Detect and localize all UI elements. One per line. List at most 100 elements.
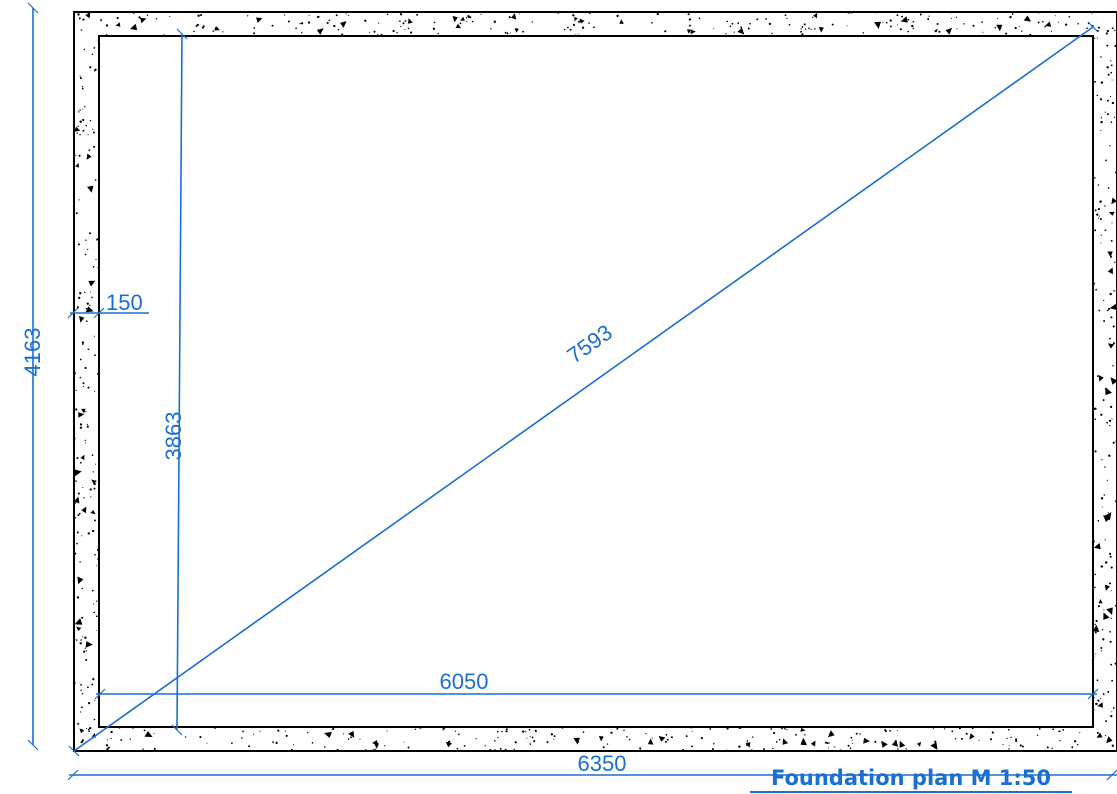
hatch-dot: [82, 129, 85, 132]
overall-height-label: 4163: [20, 328, 45, 377]
overall-width-dimension: 6350: [67, 751, 1117, 781]
hatch-dot: [79, 423, 83, 426]
hatch-dot: [132, 728, 134, 730]
hatch-dot: [1109, 555, 1112, 558]
hatch-dot: [331, 729, 333, 731]
hatch-dot: [1059, 730, 1061, 733]
hatch-dot: [1094, 450, 1097, 453]
hatch-aggregate: [996, 24, 1003, 32]
hatch-aggregate: [214, 26, 220, 31]
hatch-dot: [1100, 650, 1103, 652]
hatch-aggregate: [1105, 387, 1112, 396]
hatch-dot: [534, 729, 537, 733]
hatch-aggregate: [658, 735, 666, 742]
hatch-dot: [936, 23, 939, 25]
hatch-dot: [1096, 731, 1099, 734]
hatch-dot: [593, 26, 595, 29]
hatch-dot: [1015, 740, 1018, 743]
hatch-dot: [79, 376, 82, 379]
hatch-dot: [1110, 316, 1113, 319]
hatch-dot: [494, 22, 496, 24]
hatch-aggregate: [452, 16, 458, 23]
hatch-dot: [94, 463, 97, 465]
hatch-dot: [775, 741, 778, 743]
hatch-dot: [76, 132, 78, 134]
hatch-dot: [1109, 630, 1111, 633]
hatch-aggregate: [1044, 21, 1052, 27]
hatch-dot: [771, 32, 773, 35]
hatch-dot: [506, 32, 509, 35]
hatch-dot: [253, 32, 256, 35]
hatch-dot: [81, 341, 85, 344]
hatch-dot: [801, 33, 804, 36]
hatch-dot: [119, 727, 121, 729]
hatch-dot: [529, 742, 531, 744]
hatch-aggregate: [88, 280, 96, 287]
hatch-dot: [87, 134, 89, 136]
hatch-dot: [85, 650, 87, 652]
hatch-dot: [1105, 720, 1108, 723]
hatch-dot: [814, 28, 816, 30]
hatch-dot: [563, 28, 566, 31]
hatch-dot: [1104, 229, 1107, 232]
hatch-dot: [581, 26, 585, 29]
hatch-dot: [711, 747, 715, 751]
hatch-dot: [514, 741, 517, 744]
hatch-dot: [897, 729, 899, 732]
hatch-dot: [85, 124, 87, 127]
hatch-dot: [1101, 459, 1103, 461]
hatch-dot: [899, 28, 902, 31]
hatch-aggregate: [79, 728, 85, 734]
hatch-dot: [88, 149, 91, 151]
hatch-dot: [690, 745, 693, 748]
hatch-dot: [74, 517, 77, 519]
hatch-dot: [328, 19, 331, 22]
hatch-dot: [1110, 64, 1113, 67]
hatch-aggregate: [455, 23, 462, 29]
hatch-dot: [333, 24, 336, 28]
hatch-aggregate: [900, 16, 908, 23]
hatch-aggregate: [85, 12, 91, 19]
hatch-dot: [749, 22, 751, 25]
hatch-dot: [475, 737, 477, 740]
hatch-dot: [81, 616, 84, 619]
hatch-dot: [626, 736, 628, 738]
hatch-dot: [386, 13, 389, 15]
hatch-dot: [1106, 113, 1109, 116]
hatch-dot: [308, 15, 310, 17]
hatch-dot: [307, 21, 311, 24]
hatch-dot: [138, 16, 141, 19]
hatch-dot: [493, 20, 496, 23]
hatch-dot: [335, 14, 338, 17]
hatch-dot: [1108, 419, 1112, 423]
hatch-aggregate: [85, 641, 93, 648]
hatch-dot: [889, 25, 892, 28]
hatch-aggregate: [115, 22, 121, 27]
hatch-dot: [1093, 37, 1096, 39]
hatch-dot: [84, 442, 87, 444]
hatch-dot: [572, 14, 575, 17]
hatch-dot: [885, 21, 888, 24]
hatch-dot: [81, 343, 84, 345]
hatch-dot: [240, 737, 243, 739]
hatch-dot: [120, 739, 123, 741]
hatch-dot: [550, 733, 554, 736]
hatch-dot: [93, 47, 96, 49]
hatch-dot: [709, 728, 712, 730]
hatch-dot: [1095, 653, 1097, 655]
hatch-dot: [94, 179, 97, 181]
hatch-dot: [469, 16, 472, 19]
hatch-dot: [932, 728, 934, 730]
hatch-dot: [92, 677, 95, 681]
hatch-dot: [1010, 736, 1012, 739]
hatch-dot: [578, 33, 580, 35]
hatch-dot: [84, 366, 87, 370]
hatch-dot: [81, 87, 84, 90]
hatch-dot: [951, 730, 954, 733]
hatch-dot: [725, 33, 727, 35]
hatch-dot: [810, 28, 812, 31]
hatch-dot: [459, 22, 462, 25]
hatch-dot: [184, 736, 187, 738]
hatch-dot: [95, 615, 98, 618]
hatch-aggregate: [647, 738, 654, 745]
